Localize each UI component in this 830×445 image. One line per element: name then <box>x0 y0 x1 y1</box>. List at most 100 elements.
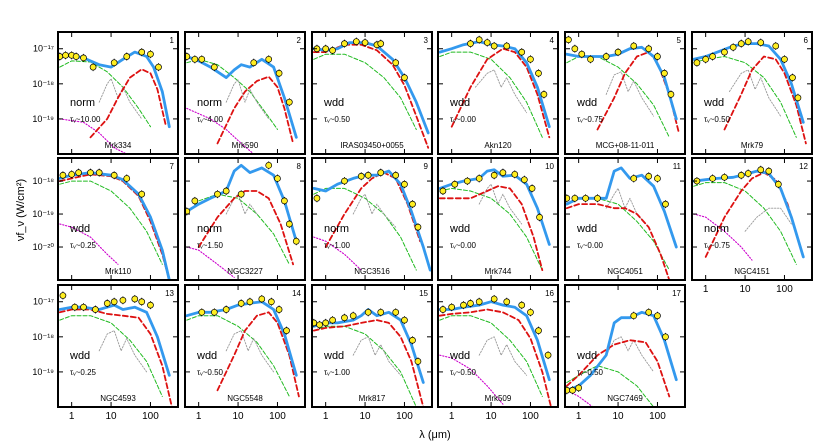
sed-panel: 1 10 100 17 wdd τᵥ~0.50 NGC7469 <box>564 284 686 422</box>
sed-panel: 1 10 100 12 norm τᵥ~0.75 NGC4151 <box>691 157 813 295</box>
data-point <box>377 40 385 47</box>
panel-frame <box>184 157 306 281</box>
sed-panel: 1 10 100 10⁻¹⁷ 10⁻¹⁸ 10⁻¹⁹ 13 wdd τᵥ~0.25 NGC4593 <box>32 284 179 422</box>
panel-number: 17 <box>672 289 681 298</box>
x-tick-label: 100 <box>396 411 413 422</box>
panel-frame <box>437 31 559 155</box>
series-green-dashed <box>439 315 543 397</box>
panel-number: 16 <box>545 289 554 298</box>
data-point <box>467 40 474 47</box>
data-point <box>222 306 230 313</box>
data-point <box>95 169 103 176</box>
data-point <box>198 308 206 316</box>
x-tick-label: 1 <box>449 411 455 422</box>
y-tick-label: 10⁻¹⁹ <box>32 209 54 219</box>
data-point <box>569 386 576 394</box>
tau-label: τᵥ~10.00 <box>70 115 101 124</box>
panel-frame <box>437 157 559 281</box>
data-point <box>349 312 357 320</box>
data-point <box>475 175 483 182</box>
data-point <box>667 91 675 98</box>
series-green-dashed <box>313 53 417 130</box>
data-point <box>521 176 528 184</box>
data-point <box>587 55 594 63</box>
panel-plot-area <box>565 35 680 138</box>
panel-plot-area <box>185 52 298 154</box>
panel-plot-area <box>438 35 551 139</box>
data-point <box>275 69 283 77</box>
model-label: wdd <box>323 97 344 109</box>
panel-plot-area <box>312 168 432 272</box>
panel-number: 3 <box>424 36 429 45</box>
data-point <box>313 194 321 202</box>
x-tick-label: 10 <box>485 411 497 422</box>
tau-label: τᵥ~0.00 <box>577 241 604 250</box>
panel-frame <box>311 31 433 155</box>
data-point <box>409 200 416 208</box>
data-point <box>483 39 491 46</box>
data-point <box>147 301 154 309</box>
data-point <box>693 59 701 67</box>
sed-panel: 6 wdd τᵥ~0.50 Mrk79 <box>691 31 813 155</box>
model-label: norm <box>70 97 95 109</box>
data-point <box>789 74 796 81</box>
data-point <box>250 59 258 67</box>
tau-label: τᵥ~0.50 <box>704 115 731 124</box>
data-point <box>645 45 653 53</box>
x-tick-label: 100 <box>269 411 286 422</box>
data-point <box>274 175 281 182</box>
panel-plot-area <box>565 308 678 407</box>
series-red-dashed <box>216 311 300 398</box>
data-point <box>392 59 400 67</box>
panel-plot-area <box>185 161 300 278</box>
data-point <box>511 170 519 178</box>
data-point <box>401 180 408 188</box>
panel-frame <box>184 31 306 155</box>
data-point <box>535 327 542 334</box>
source-name: IRAS03450+0055 <box>340 141 404 150</box>
data-point <box>630 42 638 50</box>
panel-number: 12 <box>799 162 808 171</box>
series-red-dashed <box>89 68 167 139</box>
panel-frame <box>57 31 179 155</box>
series-green-dashed <box>59 60 151 128</box>
y-axis-label: νf_ν (W/cm²) <box>15 179 27 241</box>
series-total-model <box>58 50 171 129</box>
tau-label: τᵥ~0.75 <box>704 241 731 250</box>
panel-plot-area <box>58 168 171 280</box>
data-point <box>702 55 710 63</box>
data-point <box>131 295 139 303</box>
data-point <box>439 306 447 313</box>
data-point <box>460 301 467 309</box>
data-point <box>191 55 199 63</box>
data-point <box>281 197 288 205</box>
data-point <box>451 180 459 188</box>
data-point <box>198 55 206 63</box>
x-tick-label: 10 <box>359 411 371 422</box>
data-point <box>222 187 230 195</box>
tau-label: τᵥ~0.00 <box>450 115 477 124</box>
x-tick-label: 1 <box>69 411 75 422</box>
source-name: NGC4593 <box>100 394 136 403</box>
panel-number: 13 <box>165 289 174 298</box>
data-point <box>662 200 669 208</box>
data-point <box>316 321 323 329</box>
model-label: wdd <box>576 223 597 235</box>
data-point <box>439 187 447 195</box>
data-point <box>265 55 273 63</box>
model-label: wdd <box>576 97 597 109</box>
data-point <box>654 312 661 320</box>
x-tick-label: 100 <box>776 284 793 295</box>
data-point <box>661 69 668 77</box>
data-point <box>490 295 498 303</box>
panel-number: 7 <box>170 162 175 171</box>
source-name: NGC7469 <box>607 394 643 403</box>
data-point <box>246 298 254 306</box>
data-point <box>103 299 111 307</box>
series-magenta-dotted <box>186 107 255 154</box>
data-point <box>341 314 348 322</box>
series-red-dashed <box>58 308 173 407</box>
sed-panel: 9 norm τᵥ~1.00 NGC3516 <box>311 157 433 281</box>
data-point <box>654 175 661 182</box>
model-label: wdd <box>323 350 344 362</box>
